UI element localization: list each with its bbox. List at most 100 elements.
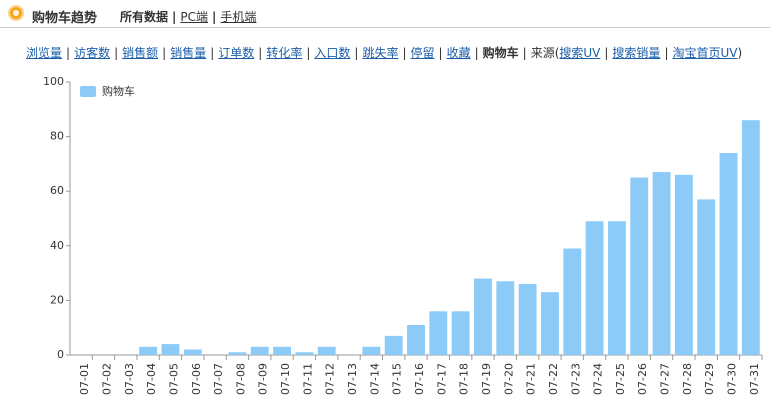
x-tick-label: 07-05: [167, 363, 180, 395]
x-tick-label: 07-14: [368, 363, 381, 395]
nav-wrap: 收藏: [435, 46, 471, 60]
bar: [585, 221, 604, 355]
bar: [317, 346, 336, 355]
tab[interactable]: PC端: [180, 10, 209, 24]
tab-wrap: PC端: [168, 10, 208, 24]
nav-wrap: 入口数: [302, 46, 350, 60]
bar: [719, 152, 738, 355]
x-tick-label: 07-19: [480, 363, 493, 395]
x-tick-label: 07-06: [190, 363, 203, 395]
x-tick-label: 07-15: [391, 363, 404, 395]
nav-wrap: 搜索UV: [559, 46, 600, 60]
nav-link[interactable]: 访客数: [74, 46, 111, 60]
bar: [496, 281, 515, 355]
bar: [652, 172, 671, 355]
bar: [541, 292, 559, 355]
legend-label: 购物车: [102, 84, 135, 98]
x-tick-label: 07-28: [681, 363, 694, 395]
nav-wrap: 订单数: [206, 46, 254, 60]
bar: [429, 311, 448, 355]
nav-link[interactable]: 转化率: [266, 46, 303, 60]
x-tick-label: 07-31: [748, 363, 761, 395]
nav-wrap: 浏览量: [26, 46, 62, 60]
header: 购物车趋势 所有数据 PC端手机端: [0, 0, 770, 28]
nav-wrap: 转化率: [254, 46, 302, 60]
y-tick-label: 40: [50, 239, 64, 252]
nav-active: 购物车: [482, 46, 519, 60]
nav-link[interactable]: 收藏: [446, 46, 471, 60]
x-tick-label: 07-02: [100, 363, 113, 395]
bar: [407, 324, 425, 355]
bar: [161, 344, 180, 355]
nav-wrap: 停留: [398, 46, 435, 60]
icon: [10, 7, 22, 19]
bar: [563, 248, 582, 355]
nav-link[interactable]: 入口数: [314, 46, 351, 60]
source-link[interactable]: 搜索UV: [559, 46, 601, 60]
x-tick-label: 07-22: [547, 363, 560, 395]
tab-wrap: 手机端: [208, 10, 256, 24]
x-tick-label: 07-12: [324, 363, 337, 395]
x-tick-label: 07-20: [502, 363, 515, 395]
x-tick-label: 07-29: [703, 363, 716, 395]
bar: [183, 349, 202, 355]
source-wrap: 来源(搜索UV 搜索销量淘宝首页UV): [519, 46, 742, 60]
x-tick-label: 07-24: [592, 363, 605, 395]
x-tick-label: 07-25: [614, 363, 627, 395]
x-tick-label: 07-04: [145, 363, 158, 395]
source-link[interactable]: 搜索销量: [612, 46, 661, 60]
nav-link[interactable]: 停留: [410, 46, 435, 60]
x-tick-label: 07-07: [212, 363, 225, 395]
tab[interactable]: 手机端: [220, 10, 257, 24]
tabs: 所有数据 PC端手机端: [120, 8, 256, 25]
y-tick-label: 100: [43, 75, 64, 88]
x-tick-label: 07-30: [726, 363, 739, 395]
nav-wrap: 购物车: [471, 46, 519, 60]
panel-title: 购物车趋势: [32, 11, 98, 26]
nav-link[interactable]: 浏览量: [26, 46, 63, 60]
bar: [518, 284, 537, 355]
bar: [273, 346, 291, 355]
x-tick-label: 07-27: [659, 363, 672, 395]
bar: [295, 352, 314, 355]
y-tick-label: 0: [57, 348, 64, 361]
y-tick-label: 60: [50, 184, 64, 197]
tab[interactable]: 所有数据: [120, 10, 169, 24]
nav-wrap: 访客数: [62, 46, 110, 60]
source-link[interactable]: 淘宝首页UV: [672, 46, 738, 60]
nav-link[interactable]: 销售额: [122, 46, 159, 60]
legend-swatch: [80, 86, 96, 97]
x-tick-label: 07-10: [279, 363, 292, 395]
nav-wrap: 淘宝首页UV: [660, 46, 737, 60]
y-tick-label: 20: [50, 293, 64, 306]
tab-wrap: 所有数据: [120, 10, 168, 24]
x-tick-label: 07-11: [301, 363, 314, 395]
nav-wrap: 搜索销量: [600, 46, 660, 60]
bar: [697, 199, 716, 355]
nav-link[interactable]: 跳失率: [362, 46, 399, 60]
x-tick-label: 07-13: [346, 363, 359, 395]
x-tick-label: 07-01: [78, 363, 91, 395]
bar: [630, 177, 649, 355]
x-tick-label: 07-18: [458, 363, 471, 395]
bar: [250, 346, 269, 355]
bar: [674, 174, 693, 355]
source-label: 来源(: [530, 46, 560, 60]
bar: [607, 221, 626, 355]
nav-link[interactable]: 销售量: [170, 46, 207, 60]
x-tick-label: 07-26: [636, 363, 649, 395]
bar: [362, 346, 381, 355]
x-tick-label: 07-23: [569, 363, 582, 395]
nav-wrap: 销售额: [110, 46, 158, 60]
x-tick-label: 07-08: [234, 363, 247, 395]
x-tick-label: 07-03: [123, 363, 136, 395]
bar: [228, 352, 247, 355]
nav-link[interactable]: 订单数: [218, 46, 255, 60]
bar: [474, 278, 492, 355]
bar: [741, 120, 760, 355]
bar: [451, 311, 470, 355]
x-tick-label: 07-16: [413, 363, 426, 395]
bar: [384, 335, 403, 355]
